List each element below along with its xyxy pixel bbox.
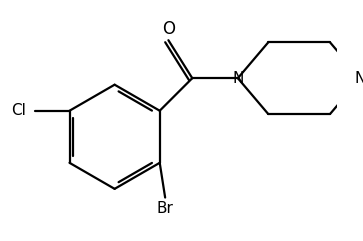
Text: O: O [162,20,175,38]
Text: Cl: Cl [11,103,26,118]
Text: N: N [355,71,363,86]
Text: Br: Br [157,201,174,216]
Text: N: N [232,71,244,86]
